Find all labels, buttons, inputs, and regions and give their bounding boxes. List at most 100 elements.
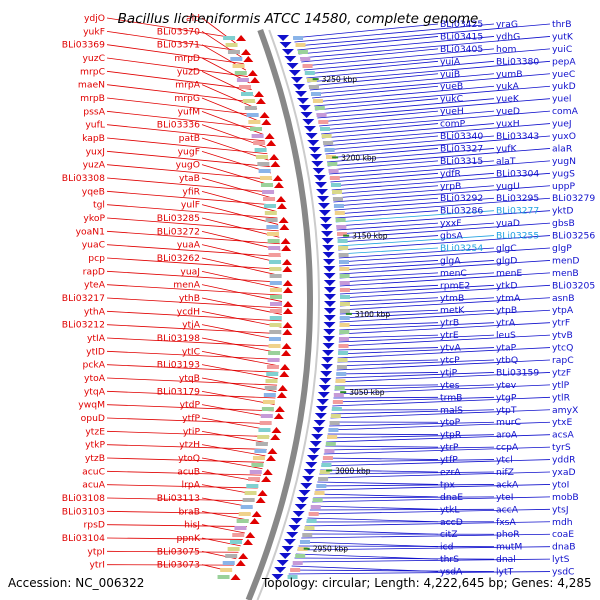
gene-label-forward: trmB	[440, 392, 462, 403]
gene-label-forward: yuiB	[440, 69, 460, 80]
gene-label-forward: yuel	[552, 94, 571, 105]
forward-label-lines	[288, 23, 551, 575]
label-leader-line	[201, 524, 245, 534]
reverse-feature	[261, 476, 272, 482]
reverse-feature	[276, 203, 287, 209]
cog-block	[336, 372, 347, 376]
reverse-feature	[259, 112, 270, 118]
forward-feature	[279, 42, 292, 48]
cog-block	[333, 204, 344, 208]
label-leader-line	[293, 23, 439, 39]
gene-label-reverse: braB	[178, 506, 200, 517]
cog-block	[312, 99, 323, 103]
label-leader-line	[106, 70, 252, 90]
reverse-feature	[230, 574, 241, 580]
label-leader-line	[323, 446, 551, 455]
cog-block	[236, 78, 249, 82]
gene-label-forward: yueJ	[552, 119, 572, 130]
label-leader-line	[308, 508, 551, 515]
label-leader-line	[201, 257, 282, 277]
label-leader-line	[322, 123, 551, 143]
gene-label-forward: glgC	[496, 243, 517, 254]
gene-label-reverse: BLi03308	[62, 173, 105, 184]
cog-block	[310, 92, 321, 96]
gene-label-forward: yxxF	[440, 218, 462, 229]
gene-label-forward: dnal	[496, 554, 516, 565]
label-leader-line	[328, 160, 439, 171]
cog-block	[266, 372, 279, 376]
gene-label-forward: yumB	[496, 69, 523, 80]
cog-block	[325, 442, 336, 446]
gene-label-forward: comA	[552, 106, 579, 117]
label-leader-line	[106, 337, 281, 347]
label-leader-line	[298, 545, 495, 548]
label-leader-line	[330, 172, 439, 183]
gene-label-reverse: ytIC	[182, 346, 200, 357]
cog-block	[269, 281, 282, 285]
forward-feature	[307, 140, 320, 146]
gene-label-forward: gbsA	[440, 231, 463, 242]
label-leader-line	[337, 359, 439, 363]
label-leader-line	[318, 471, 551, 479]
reverse-feature	[273, 182, 284, 188]
topology-summary: Topology: circular; Length: 4,222,645 bp…	[261, 576, 592, 590]
reverse-feature	[280, 238, 291, 244]
reverse-feature	[270, 434, 281, 440]
label-leader-line	[334, 384, 439, 387]
label-leader-line	[331, 409, 495, 415]
label-leader-line	[307, 517, 439, 523]
label-leader-line	[330, 409, 551, 419]
cog-block	[242, 99, 255, 103]
gene-label-reverse: ykoP	[83, 213, 105, 224]
cog-block	[264, 386, 277, 390]
gene-label-forward: yugU	[496, 181, 520, 192]
gene-label-forward: yueD	[496, 106, 520, 117]
label-leader-line	[338, 347, 439, 351]
label-leader-line	[293, 558, 551, 563]
forward-feature	[314, 182, 327, 188]
cog-block	[253, 141, 266, 145]
label-leader-line	[201, 284, 283, 302]
cog-block	[335, 218, 346, 222]
gene-label-reverse: acuB	[177, 466, 200, 477]
gene-label-reverse: yugO	[176, 160, 200, 171]
cog-block	[262, 400, 275, 404]
label-leader-line	[305, 521, 551, 527]
reverse-feature	[276, 392, 287, 398]
cog-block	[268, 253, 281, 257]
forward-feature	[298, 490, 311, 496]
label-leader-line	[106, 44, 244, 65]
forward-feature	[290, 518, 303, 524]
label-leader-line	[322, 457, 439, 460]
cog-block	[308, 512, 319, 516]
cog-block	[269, 316, 282, 320]
forward-feature	[318, 385, 331, 391]
cog-block	[225, 554, 238, 558]
label-leader-line	[106, 84, 256, 103]
cog-block	[299, 540, 310, 544]
reverse-label-lines	[106, 17, 283, 572]
label-leader-line	[201, 444, 266, 457]
label-leader-line	[338, 247, 495, 259]
cog-block	[269, 295, 282, 299]
cog-block	[244, 106, 257, 110]
cog-block	[267, 239, 280, 243]
label-leader-line	[106, 30, 240, 52]
cog-block	[321, 463, 332, 467]
label-leader-line	[339, 284, 439, 291]
label-leader-line	[339, 260, 439, 267]
cog-block	[314, 491, 325, 495]
forward-feature	[304, 126, 317, 132]
label-leader-line	[303, 48, 551, 71]
gene-label-reverse: rpsD	[84, 520, 105, 531]
gene-label-reverse: mrpA	[175, 80, 201, 91]
label-leader-line	[335, 210, 439, 219]
label-leader-line	[322, 123, 495, 139]
cog-block	[295, 554, 306, 558]
gene-label-reverse: BLi03193	[157, 360, 200, 371]
gene-label-forward: BLi03295	[496, 193, 539, 204]
tick-label: 3200 kbp	[341, 153, 377, 162]
gene-label-reverse: kapB	[82, 133, 105, 144]
label-leader-line	[201, 510, 249, 521]
gene-label-forward: phoR	[496, 529, 520, 540]
